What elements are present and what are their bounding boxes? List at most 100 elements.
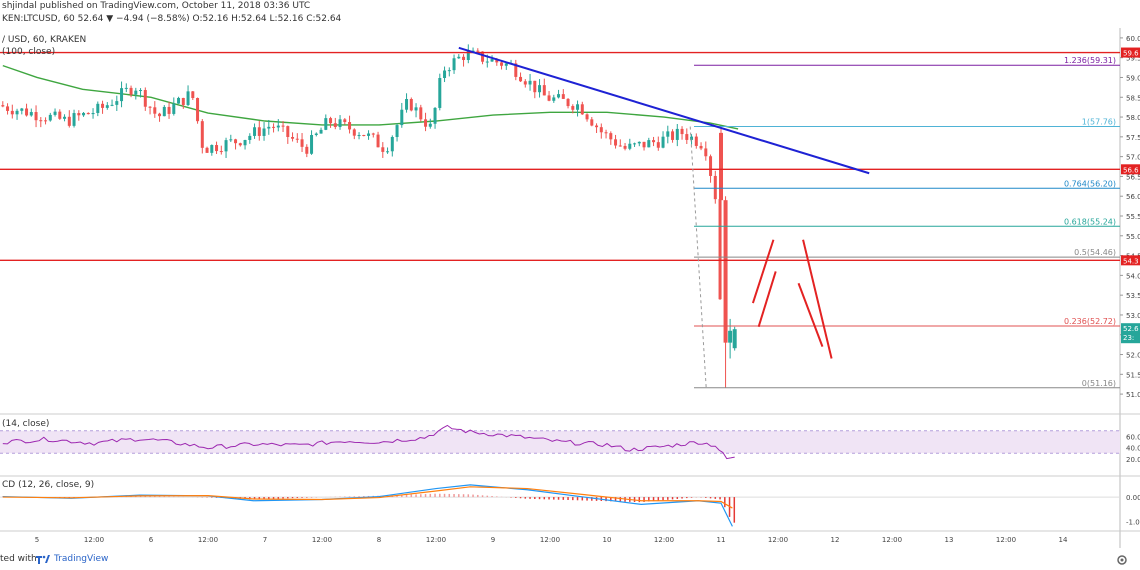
candle-body	[490, 59, 494, 62]
candle-body	[58, 111, 62, 119]
rsi-band	[0, 430, 1120, 454]
candle-body	[728, 330, 733, 343]
candle-body	[367, 133, 371, 136]
x-tick-label: 5	[35, 536, 39, 544]
x-tick-label: 8	[377, 536, 381, 544]
candle-body	[633, 143, 637, 145]
fib-level-label: 0(51.16)	[1082, 379, 1116, 388]
y-tick-label: 56.0	[1126, 193, 1140, 201]
candle-body	[219, 151, 223, 153]
tradingview-brand[interactable]: TradingView	[54, 554, 109, 564]
main-pane: 60.0 59.5 59.0 58.5 58.0 57.5 57.0 56.5 56.0 55.5…	[0, 28, 1140, 548]
candle-body	[709, 156, 713, 176]
candle-body	[48, 114, 52, 121]
candle-body	[110, 104, 114, 106]
candle-body	[267, 126, 271, 129]
candle-body	[139, 90, 143, 92]
x-tick-label: 12:00	[768, 536, 788, 544]
candle-body	[552, 97, 556, 101]
macd-pane: 0.00 -1.00	[0, 484, 1140, 527]
candle-body	[637, 141, 641, 144]
candle-body	[443, 70, 447, 79]
y-tick-label: 58.0	[1126, 114, 1140, 122]
candle-body	[400, 109, 404, 126]
candle-body	[500, 62, 504, 66]
gear-icon[interactable]	[1116, 554, 1128, 566]
candle-body	[229, 139, 233, 141]
y-tick-label: 53.0	[1126, 312, 1140, 320]
candle-body	[224, 140, 228, 152]
candle-body	[590, 119, 594, 126]
candle-body	[82, 112, 86, 116]
fib-level-label: 0.618(55.24)	[1064, 217, 1116, 226]
candle-body	[310, 134, 314, 154]
candle-body	[286, 126, 290, 138]
fib-level-label: 0.764(56.20)	[1064, 179, 1116, 188]
candle-body	[481, 51, 485, 62]
candle-body	[566, 98, 570, 107]
candle-body	[25, 108, 29, 116]
candle-body	[438, 78, 442, 108]
candle-body	[395, 125, 399, 138]
ma-legend: (100, close)	[2, 47, 55, 57]
symbol-legend: / USD, 60, KRAKEN	[2, 35, 86, 45]
x-axis: 5 12:00 6 12:00 7 12:00 8 12:00 9 12:00 10 12:00 11 1…	[0, 530, 1140, 544]
chart-header: shjindal published on TradingView.com, O…	[0, 0, 1140, 28]
candle-body	[675, 128, 679, 140]
candle-body	[248, 135, 252, 140]
y-tick-label: 57.0	[1126, 154, 1140, 162]
candle-body	[618, 145, 622, 147]
x-tick-label: 12:00	[84, 536, 104, 544]
y-tick-label: 60.0	[1126, 35, 1140, 43]
y-tick-label: 56.5	[1126, 173, 1140, 181]
candle-body	[409, 99, 413, 111]
candle-body	[571, 106, 575, 110]
candle-body	[129, 87, 133, 95]
x-tick-label: 12:00	[654, 536, 674, 544]
bearish-trendline	[458, 46, 870, 175]
candle-body	[234, 139, 238, 144]
signal-line	[2, 486, 733, 509]
candle-body	[557, 94, 561, 98]
x-tick-label: 13	[945, 536, 954, 544]
x-tick-label: 9	[491, 536, 495, 544]
level-price-label: 54.3	[1123, 257, 1139, 265]
candle-body	[53, 111, 57, 115]
projection-line	[802, 239, 833, 359]
candle-body	[262, 128, 266, 136]
y-tick-label: 53.5	[1126, 292, 1140, 300]
candle-body	[34, 112, 38, 121]
candle-body	[253, 127, 257, 136]
candle-body	[314, 133, 318, 135]
y-tick-label: 55.5	[1126, 213, 1140, 221]
projection-line	[757, 271, 777, 328]
candle-body	[666, 131, 670, 137]
candle-body	[390, 137, 394, 152]
candle-body	[386, 151, 390, 153]
candle-body	[576, 104, 580, 110]
last-price-tag	[1121, 323, 1140, 344]
candle-body	[542, 85, 546, 96]
footer: ted with TradingView	[0, 550, 1140, 570]
candle-body	[86, 112, 90, 115]
candle-body	[642, 141, 646, 148]
rsi-tick-label: 40.0	[1126, 445, 1140, 453]
candle-body	[96, 103, 100, 113]
candle-body	[485, 61, 489, 63]
candle-body	[580, 104, 584, 115]
candle-body	[181, 97, 185, 106]
y-tick-label: 58.5	[1126, 94, 1140, 102]
macd-line	[2, 484, 733, 527]
candle-body	[628, 143, 632, 149]
candle-body	[514, 63, 518, 77]
candle-body	[538, 85, 542, 93]
candle-body	[690, 136, 694, 140]
x-tick-label: 14	[1059, 536, 1068, 544]
price-chart[interactable]: 60.0 59.5 59.0 58.5 58.0 57.5 57.0 56.5 56.0 55.5…	[0, 0, 1140, 550]
candle-body	[623, 145, 627, 149]
candle-body	[680, 128, 684, 135]
candle-body	[405, 99, 409, 110]
rsi-pane: 60.0 40.0 20.0	[0, 424, 1140, 477]
macd-tick-label: 0.00	[1126, 494, 1140, 502]
candle-body	[357, 135, 361, 137]
